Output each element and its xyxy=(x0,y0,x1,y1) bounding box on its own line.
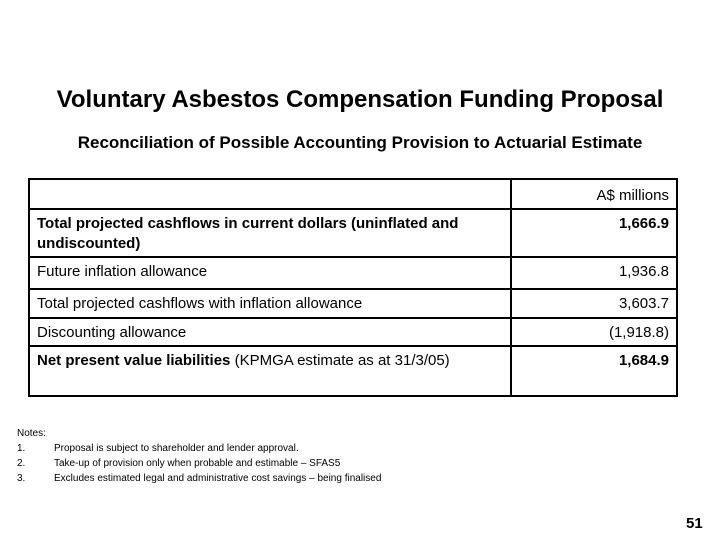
note-item: 2. Take-up of provision only when probabl… xyxy=(17,456,381,471)
row-label: Future inflation allowance xyxy=(28,256,512,290)
row-value: (1,918.8) xyxy=(510,317,678,347)
notes-heading: Notes: xyxy=(17,428,46,439)
note-item: 3. Excludes estimated legal and administr… xyxy=(17,471,381,486)
note-number: 3. xyxy=(17,473,26,484)
table-row: Net present value liabilities (KPMGA est… xyxy=(28,345,678,397)
table-row: Total projected cashflows with inflation… xyxy=(28,288,678,319)
page-title: Voluntary Asbestos Compensation Funding … xyxy=(56,86,664,113)
table-row: Discounting allowance (1,918.8) xyxy=(28,317,678,347)
header-empty-cell xyxy=(28,178,512,210)
row-label-bold-part: Net present value liabilities xyxy=(37,352,231,369)
note-item: 1. Proposal is subject to shareholder and… xyxy=(17,441,381,456)
row-label: Total projected cashflows in current dol… xyxy=(28,208,512,258)
row-label-regular-part: (KPMGA estimate as at 31/3/05) xyxy=(230,352,450,369)
header-units-cell: A$ millions xyxy=(510,178,678,210)
note-text: Take-up of provision only when probable … xyxy=(54,458,341,469)
note-text: Excludes estimated legal and administrat… xyxy=(54,473,382,484)
page-subtitle: Reconciliation of Possible Accounting Pr… xyxy=(77,133,643,152)
note-number: 1. xyxy=(17,443,26,454)
row-label: Net present value liabilities (KPMGA est… xyxy=(28,345,512,397)
page-number: 51 xyxy=(686,515,703,532)
row-label: Discounting allowance xyxy=(28,317,512,347)
table-row: Future inflation allowance 1,936.8 xyxy=(28,256,678,290)
row-label: Total projected cashflows with inflation… xyxy=(28,288,512,319)
row-value: 1,666.9 xyxy=(510,208,678,258)
table-header-row: A$ millions xyxy=(28,178,678,210)
row-value: 1,936.8 xyxy=(510,256,678,290)
row-value: 3,603.7 xyxy=(510,288,678,319)
notes-section: Notes: 1. Proposal is subject to sharehol… xyxy=(17,426,381,486)
reconciliation-table: A$ millions Total projected cashflows in… xyxy=(28,178,678,397)
note-text: Proposal is subject to shareholder and l… xyxy=(54,443,299,454)
note-number: 2. xyxy=(17,458,26,469)
table-row: Total projected cashflows in current dol… xyxy=(28,208,678,258)
row-value: 1,684.9 xyxy=(510,345,678,397)
